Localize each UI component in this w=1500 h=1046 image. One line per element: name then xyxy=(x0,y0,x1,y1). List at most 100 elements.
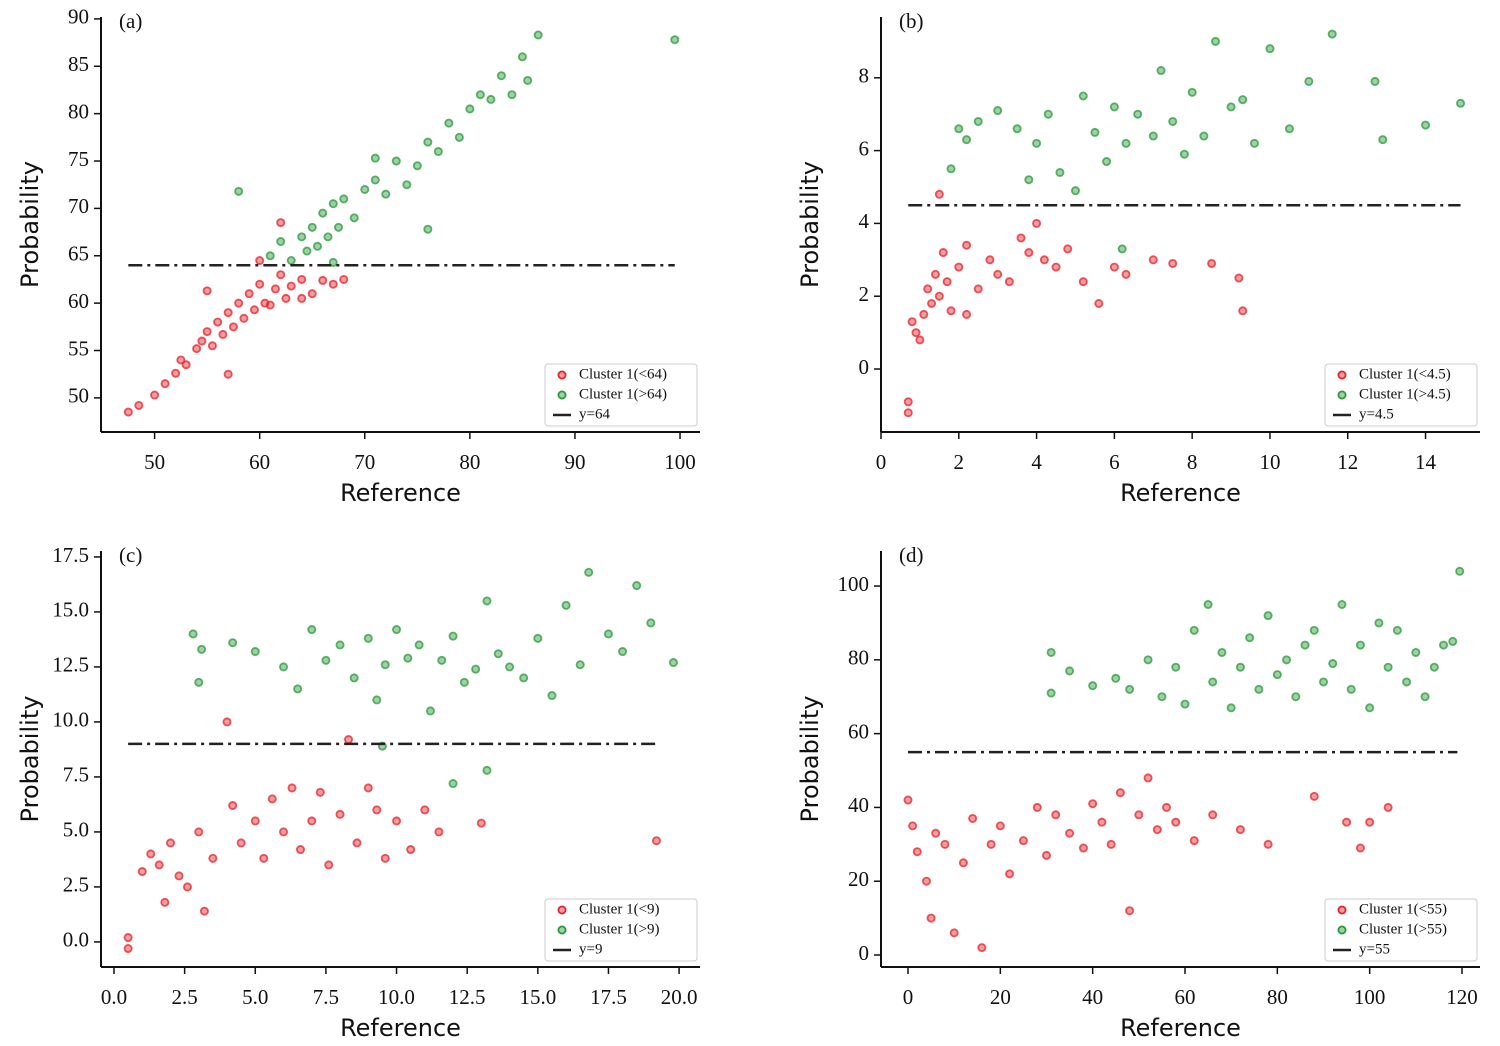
point xyxy=(575,660,585,670)
x-tick-label: 120 xyxy=(1446,985,1478,1009)
x-tick-label: 60 xyxy=(1175,985,1196,1009)
point xyxy=(934,189,944,199)
point xyxy=(670,35,680,45)
point xyxy=(1245,633,1255,643)
legend-label: Cluster 1(<4.5) xyxy=(1359,366,1451,382)
point xyxy=(276,218,286,228)
legend-label: Cluster 1(>64) xyxy=(579,386,667,402)
x-tick-label: 4 xyxy=(1031,450,1042,474)
point xyxy=(391,156,401,166)
point xyxy=(1365,703,1375,713)
y-tick-label: 2 xyxy=(859,282,870,306)
point xyxy=(927,298,937,308)
x-tick-label: 15.0 xyxy=(519,985,556,1009)
point xyxy=(381,189,391,199)
point xyxy=(618,647,628,657)
point xyxy=(1111,673,1121,683)
point xyxy=(166,838,176,848)
point xyxy=(1263,611,1273,621)
point xyxy=(903,397,913,407)
point xyxy=(507,90,517,100)
y-tick-label: 70 xyxy=(68,194,89,218)
point xyxy=(1012,124,1022,134)
point xyxy=(249,305,259,315)
point xyxy=(265,300,275,310)
point xyxy=(547,691,557,701)
point xyxy=(454,132,464,142)
point xyxy=(363,783,373,793)
point xyxy=(1063,244,1073,254)
point xyxy=(1046,688,1056,698)
point xyxy=(328,199,338,209)
point xyxy=(293,684,303,694)
point xyxy=(392,625,402,635)
point xyxy=(349,673,359,683)
point xyxy=(1032,138,1042,148)
point xyxy=(1179,149,1189,159)
point xyxy=(1125,906,1135,916)
point xyxy=(123,944,133,954)
point xyxy=(1043,109,1053,119)
point xyxy=(1300,640,1310,650)
point xyxy=(1046,647,1056,657)
point xyxy=(349,213,359,223)
point xyxy=(1392,625,1402,635)
point xyxy=(281,293,291,303)
point xyxy=(228,322,238,332)
point xyxy=(1109,262,1119,272)
y-tick-label: 50 xyxy=(68,384,89,408)
point xyxy=(668,658,678,668)
point xyxy=(207,341,217,351)
y-tick-label: 90 xyxy=(68,5,89,29)
x-tick-label: 50 xyxy=(144,450,165,474)
point xyxy=(403,653,413,663)
point xyxy=(1121,269,1131,279)
point xyxy=(197,336,207,346)
point xyxy=(321,655,331,665)
x-tick-label: 100 xyxy=(664,450,696,474)
point xyxy=(1109,102,1119,112)
panel-label: (a) xyxy=(119,9,142,33)
point xyxy=(434,827,444,837)
point xyxy=(459,677,469,687)
point xyxy=(176,355,186,365)
point xyxy=(1235,662,1245,672)
point xyxy=(1304,76,1314,86)
point xyxy=(1455,566,1465,576)
point xyxy=(323,232,333,242)
point xyxy=(1102,157,1112,167)
x-tick-label: 5.0 xyxy=(242,985,268,1009)
point xyxy=(197,644,207,654)
point xyxy=(370,153,380,163)
legend-label: Cluster 1(<9) xyxy=(579,901,660,917)
point xyxy=(1346,684,1356,694)
point xyxy=(523,75,533,85)
point xyxy=(286,281,296,291)
point xyxy=(954,262,964,272)
point xyxy=(444,118,454,128)
y-axis-label: Probability xyxy=(796,696,824,823)
point xyxy=(286,256,296,266)
legend-swatch xyxy=(557,905,567,915)
point xyxy=(276,237,286,247)
panel-label: (d) xyxy=(899,543,924,567)
point xyxy=(370,175,380,185)
point xyxy=(297,232,307,242)
point xyxy=(202,286,212,296)
point xyxy=(423,137,433,147)
point xyxy=(646,618,656,628)
point xyxy=(213,317,223,327)
x-tick-label: 0.0 xyxy=(101,985,127,1009)
point xyxy=(1168,258,1178,268)
point xyxy=(1088,681,1098,691)
point xyxy=(448,631,458,641)
point xyxy=(307,816,317,826)
y-tick-label: 4 xyxy=(859,209,870,233)
point xyxy=(977,943,987,953)
point xyxy=(448,779,458,789)
x-axis-label: Reference xyxy=(1120,479,1241,507)
x-tick-label: 80 xyxy=(459,450,480,474)
point xyxy=(1208,810,1218,820)
x-tick-label: 90 xyxy=(564,450,585,474)
point xyxy=(651,836,661,846)
